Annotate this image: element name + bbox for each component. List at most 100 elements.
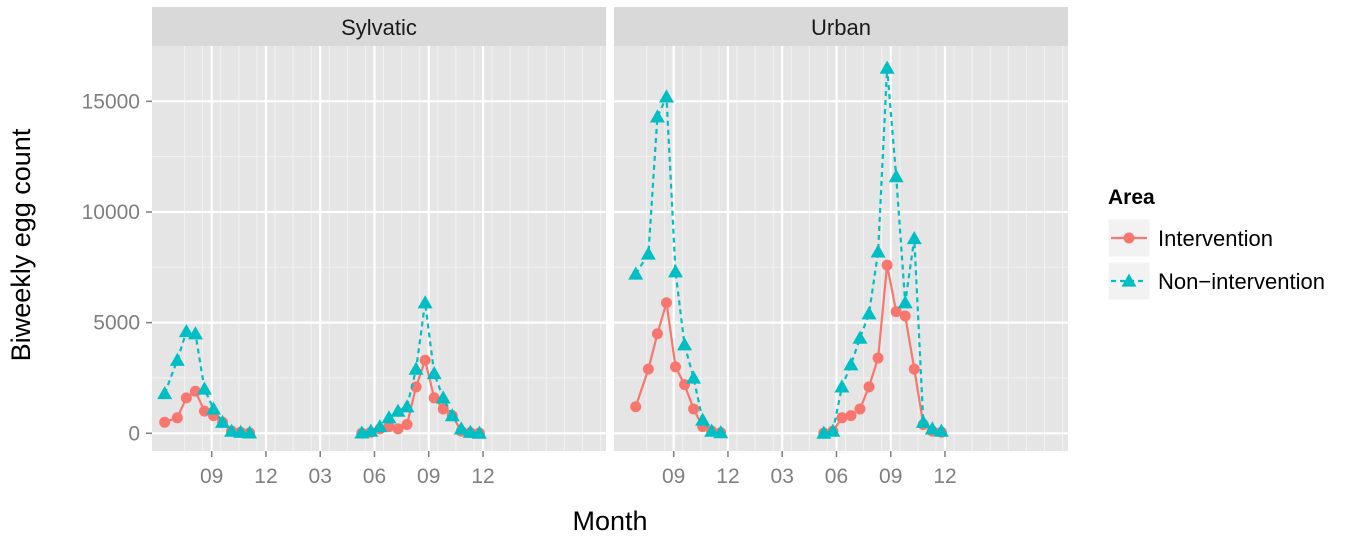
data-point-circle: [630, 401, 642, 413]
data-point-triangle: [870, 244, 886, 258]
data-point-triangle: [426, 366, 442, 380]
data-point-circle: [383, 421, 395, 433]
data-point-triangle: [915, 414, 931, 428]
data-point-triangle: [471, 425, 487, 439]
series-non-intervention: [157, 295, 487, 439]
data-point-triangle: [381, 410, 397, 424]
data-point-circle: [908, 363, 920, 375]
strip-urban: [614, 7, 1068, 46]
data-point-triangle: [408, 361, 424, 375]
series-non-intervention: [628, 60, 949, 439]
data-point-triangle: [417, 295, 433, 309]
gridlines: [614, 46, 1068, 451]
data-point-triangle: [658, 89, 674, 103]
data-point-triangle: [233, 424, 249, 438]
y-tick-label: 5000: [93, 312, 140, 335]
strip-sylvatic: [152, 7, 606, 46]
legend: Area Intervention Non−intervention: [1107, 186, 1325, 301]
data-point-triangle: [187, 326, 203, 340]
data-point-triangle: [879, 60, 895, 74]
series-intervention: [630, 259, 947, 439]
x-tick-label: 09: [662, 465, 685, 488]
data-point-triangle: [462, 424, 478, 438]
data-point-circle: [159, 416, 171, 428]
data-point-triangle: [897, 295, 913, 309]
data-point-triangle: [196, 381, 212, 395]
data-point-circle: [651, 328, 663, 340]
data-point-circle: [428, 392, 440, 404]
data-point-triangle: [640, 246, 656, 260]
x-tick-label: 12: [716, 465, 739, 488]
data-point-triangle: [169, 352, 185, 366]
x-tick-label: 09: [879, 465, 902, 488]
y-tick-label: 0: [128, 422, 140, 445]
x-tick-label: 03: [771, 465, 794, 488]
legend-entry-non-intervention: Non−intervention: [1107, 261, 1325, 301]
data-point-triangle: [363, 423, 379, 437]
x-tick-label: 09: [417, 465, 440, 488]
data-point-triangle: [924, 421, 940, 435]
data-point-circle: [669, 361, 681, 373]
data-point-triangle: [667, 264, 683, 278]
data-point-triangle: [861, 306, 877, 320]
data-point-triangle: [843, 357, 859, 371]
data-point-triangle: [215, 414, 231, 428]
y-tick-label: 15000: [82, 90, 140, 113]
data-point-triangle: [242, 425, 258, 439]
y-axis-title: Biweekly egg count: [6, 128, 36, 361]
legend-entry-intervention: Intervention: [1107, 218, 1273, 258]
x-tick-label: 06: [825, 465, 848, 488]
data-point-triangle: [372, 419, 388, 433]
data-point-circle: [845, 410, 857, 422]
x-axis-title: Month: [572, 506, 647, 536]
data-point-triangle: [649, 109, 665, 123]
data-point-circle: [401, 418, 413, 430]
data-point-circle: [437, 403, 449, 415]
data-point-triangle: [205, 401, 221, 415]
data-point-triangle: [695, 412, 711, 426]
data-point-triangle: [906, 231, 922, 245]
data-point-triangle: [825, 423, 841, 437]
data-point-triangle: [628, 266, 644, 280]
data-point-triangle: [686, 370, 702, 384]
data-point-circle: [854, 403, 866, 415]
legend-label: Intervention: [1158, 226, 1273, 251]
strip-label-urban: Urban: [811, 15, 871, 40]
data-point-circle: [872, 352, 884, 364]
x-tick-label: 06: [363, 465, 386, 488]
y-axis: 0 5000 10000 15000: [82, 90, 152, 445]
legend-title: Area: [1108, 186, 1155, 209]
legend-key-circle: [1123, 232, 1135, 244]
data-point-triangle: [435, 390, 451, 404]
data-point-circle: [688, 403, 700, 415]
data-point-circle: [899, 310, 911, 322]
data-point-circle: [642, 363, 654, 375]
data-point-triangle: [834, 379, 850, 393]
data-point-triangle: [444, 408, 460, 422]
panel-background: [152, 46, 606, 451]
panel-sylvatic: Sylvatic 09 12 03 06 09 12: [152, 7, 606, 488]
data-point-circle: [890, 306, 902, 318]
strip-label-sylvatic: Sylvatic: [341, 15, 417, 40]
data-point-triangle: [453, 421, 469, 435]
x-tick-label: 03: [309, 465, 332, 488]
data-point-triangle: [157, 385, 173, 400]
x-tick-label: 12: [933, 465, 956, 488]
data-point-triangle: [390, 403, 406, 417]
data-point-circle: [881, 259, 893, 271]
legend-key-triangle: [1121, 273, 1137, 287]
data-point-circle: [392, 423, 404, 435]
data-point-triangle: [704, 423, 720, 437]
panel-urban: Urban 09 12 03 06 09 12: [614, 7, 1068, 488]
data-point-circle: [419, 354, 431, 366]
data-point-triangle: [888, 169, 904, 183]
x-tick-label: 09: [200, 465, 223, 488]
facet-panels: Sylvatic 09 12 03 06 09 12 Urban 09 12 03 06 09 12: [152, 7, 1068, 488]
data-point-circle: [171, 412, 183, 424]
data-point-triangle: [178, 323, 194, 338]
data-point-circle: [836, 412, 848, 424]
data-point-triangle: [713, 425, 729, 439]
data-point-circle: [180, 392, 192, 404]
x-tick-label: 12: [471, 465, 494, 488]
